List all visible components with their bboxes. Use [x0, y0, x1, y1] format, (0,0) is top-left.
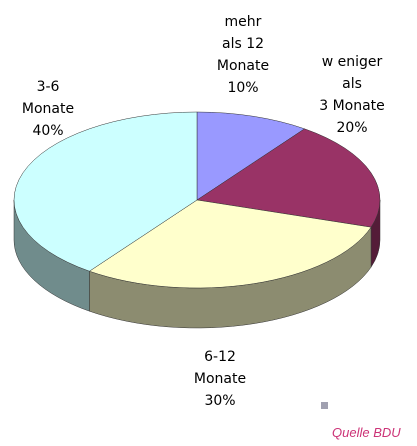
legend-marker — [321, 402, 328, 409]
slice-value-label: 20% — [336, 120, 367, 136]
slice-label: mehr als 12 Monate — [217, 14, 269, 74]
slice-label: 3-6 Monate — [22, 79, 74, 117]
slice — [13, 111, 198, 272]
source-note: Quelle BDU — [332, 425, 401, 440]
pie: mehr als 12 Monate 10% w eniger als 3 Monate 20… — [13, 14, 385, 409]
slice-label: w eniger als 3 Monate — [319, 54, 385, 114]
slice — [196, 111, 306, 201]
slice — [196, 128, 381, 228]
slice-value-label: 30% — [204, 393, 235, 409]
slice-label: 6-12 Monate — [194, 349, 246, 387]
slice — [88, 199, 372, 289]
slice-value-label: 40% — [32, 123, 63, 139]
slice-value-label: 10% — [227, 80, 258, 96]
